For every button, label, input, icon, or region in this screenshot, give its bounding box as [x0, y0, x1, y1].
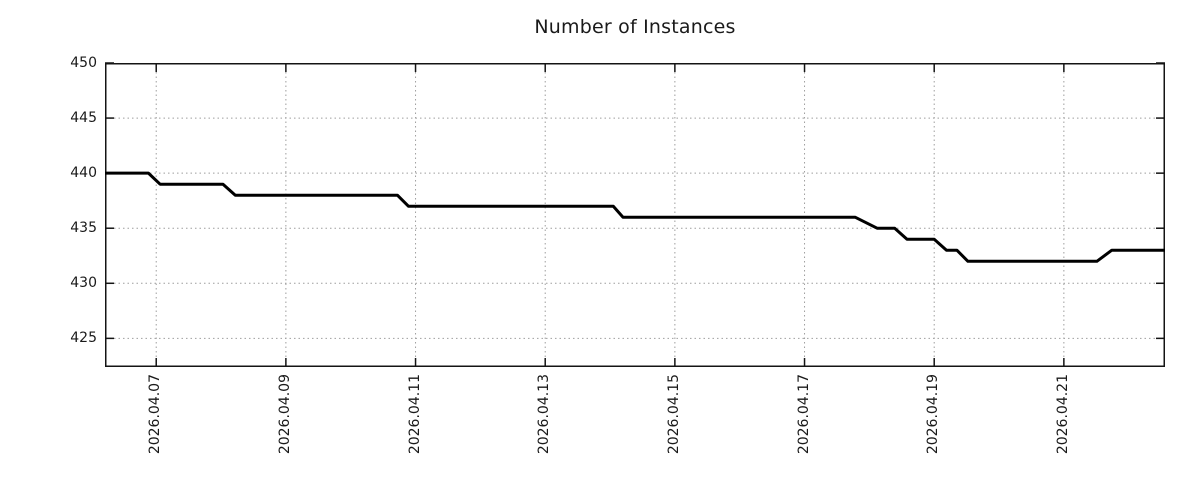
x-tick-label: 2026.04.19: [925, 374, 942, 455]
y-tick-label: 430: [70, 275, 97, 292]
x-tick-label: 2026.04.21: [1054, 374, 1071, 455]
y-tick-label: 445: [70, 110, 97, 127]
y-tick-label: 425: [70, 330, 97, 347]
y-tick-label: 435: [70, 220, 97, 237]
chart-title: Number of Instances: [534, 16, 736, 38]
x-tick-label: 2026.04.13: [536, 374, 553, 455]
series-line: [105, 171, 1165, 263]
x-tick-label: 2026.04.17: [795, 374, 812, 455]
plot-area: [105, 62, 1165, 367]
y-tick-label: 440: [70, 165, 97, 182]
x-tick-label: 2026.04.07: [147, 374, 164, 455]
line-chart-svg: [105, 62, 1165, 367]
y-tick-label: 450: [70, 55, 97, 71]
x-tick-label: 2026.04.15: [665, 374, 682, 455]
x-tick-label: 2026.04.11: [406, 374, 423, 455]
x-tick-label: 2026.04.09: [276, 374, 293, 455]
